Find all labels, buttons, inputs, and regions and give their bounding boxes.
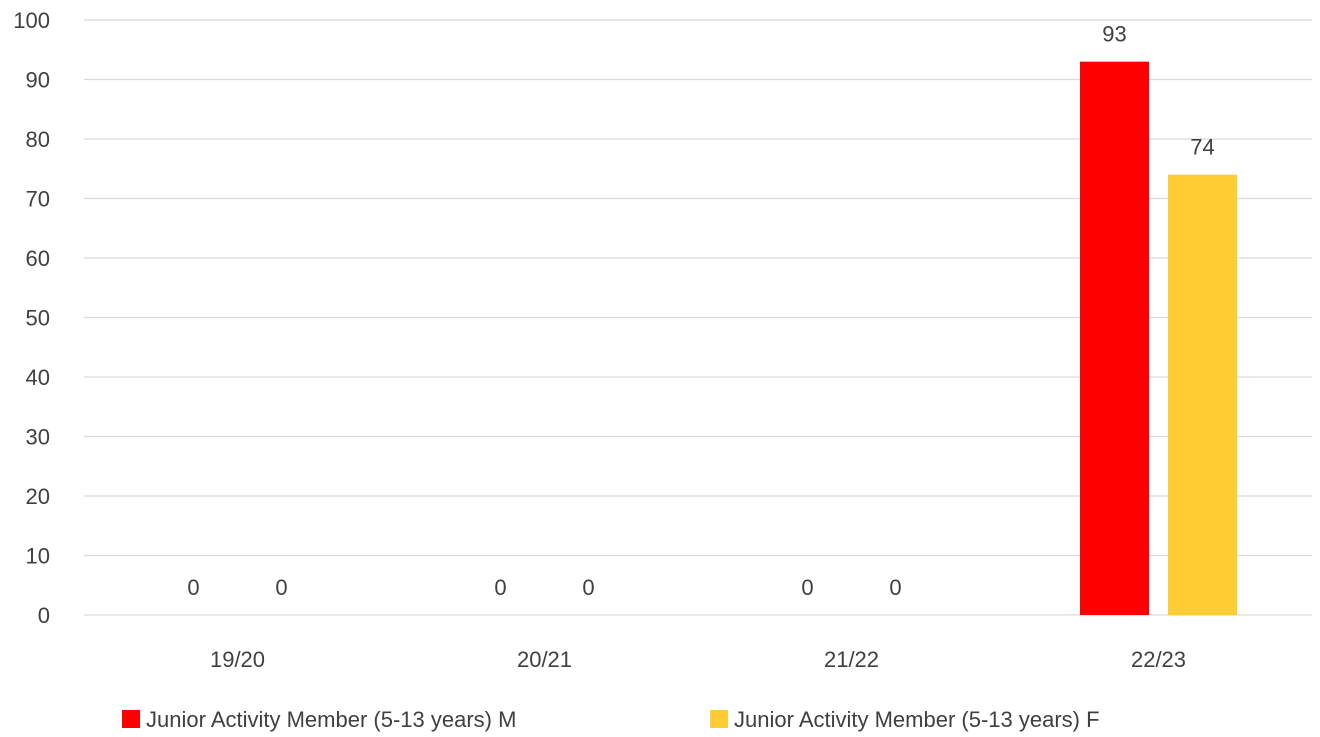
y-tick-label: 0 <box>38 603 50 628</box>
y-tick-label: 80 <box>26 127 50 152</box>
data-label: 0 <box>582 575 594 600</box>
x-tick-label: 19/20 <box>210 647 265 672</box>
y-tick-label: 50 <box>26 306 50 331</box>
x-axis-ticks: 19/20 20/21 21/22 22/23 <box>210 647 1186 672</box>
data-label: 0 <box>494 575 506 600</box>
y-tick-label: 70 <box>26 187 50 212</box>
y-tick-label: 40 <box>26 365 50 390</box>
y-axis-ticks: 0 10 20 30 40 50 60 70 80 90 100 <box>13 8 50 628</box>
legend-swatch <box>122 710 140 728</box>
legend-swatch <box>710 710 728 728</box>
y-tick-label: 30 <box>26 425 50 450</box>
x-tick-label: 21/22 <box>824 647 879 672</box>
bar <box>1080 61 1149 615</box>
y-tick-label: 100 <box>13 8 50 33</box>
data-labels: 0 0 0 0 0 0 93 74 <box>187 22 1214 600</box>
y-tick-label: 60 <box>26 246 50 271</box>
y-tick-label: 20 <box>26 484 50 509</box>
data-label: 0 <box>275 575 287 600</box>
legend: Junior Activity Member (5-13 years) M Jun… <box>122 707 1100 732</box>
x-tick-label: 20/21 <box>517 647 572 672</box>
y-tick-label: 90 <box>26 68 50 93</box>
bar <box>1168 174 1237 615</box>
data-label: 0 <box>889 575 901 600</box>
y-tick-label: 10 <box>26 544 50 569</box>
data-label: 0 <box>187 575 199 600</box>
data-label: 93 <box>1102 22 1126 47</box>
legend-label: Junior Activity Member (5-13 years) M <box>146 707 516 732</box>
bars <box>1080 61 1237 615</box>
x-tick-label: 22/23 <box>1131 647 1186 672</box>
legend-label: Junior Activity Member (5-13 years) F <box>734 707 1100 732</box>
data-label: 0 <box>801 575 813 600</box>
data-label: 74 <box>1190 135 1214 160</box>
